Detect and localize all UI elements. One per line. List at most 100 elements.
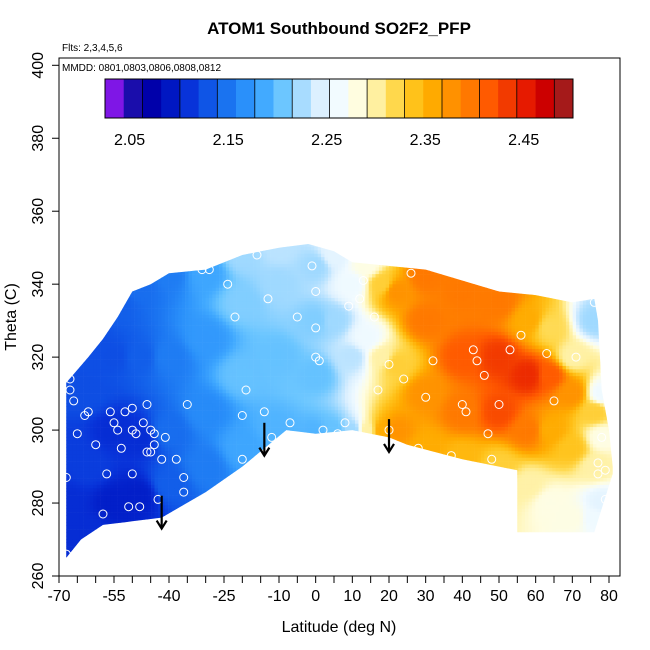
- heatmap-cell: [140, 447, 145, 452]
- heatmap-cell: [205, 244, 210, 248]
- heatmap-cell: [229, 488, 233, 492]
- heatmap-cell: [66, 515, 70, 520]
- heatmap-cell: [130, 308, 135, 312]
- heatmap-cell: [134, 287, 138, 292]
- heatmap-cell: [229, 399, 233, 404]
- heatmap-cell: [86, 359, 91, 363]
- heatmap-cell: [66, 352, 70, 356]
- heatmap-cell: [161, 478, 165, 482]
- heatmap-cell: [157, 280, 162, 285]
- heatmap-cell: [89, 321, 94, 326]
- heatmap-cell: [106, 495, 111, 499]
- heatmap-cell: [106, 525, 111, 530]
- heatmap-cell: [229, 512, 233, 516]
- heatmap-cell: [174, 454, 179, 458]
- heatmap-cell: [212, 314, 216, 319]
- heatmap-cell: [219, 560, 223, 564]
- heatmap-cell: [96, 257, 101, 261]
- heatmap-cell: [212, 495, 216, 499]
- heatmap-cell: [137, 484, 142, 489]
- heatmap-cell: [174, 280, 179, 285]
- heatmap-cell: [212, 464, 216, 469]
- heatmap-cell: [103, 311, 108, 316]
- heatmap-cell: [198, 294, 203, 299]
- heatmap-cell: [202, 471, 206, 475]
- heatmap-cell: [100, 345, 104, 350]
- heatmap-cell: [181, 263, 186, 268]
- heatmap-cell: [232, 464, 237, 469]
- heatmap-cell: [229, 501, 233, 506]
- heatmap-cell: [212, 546, 216, 550]
- heatmap-cell: [198, 471, 203, 475]
- heatmap-cell: [79, 244, 84, 248]
- heatmap-cell: [154, 284, 159, 288]
- heatmap-cell: [171, 515, 176, 520]
- heatmap-cell: [123, 376, 128, 380]
- heatmap-cell: [157, 311, 162, 316]
- heatmap-cell: [121, 240, 125, 244]
- heatmap-cell: [72, 257, 77, 261]
- heatmap-cell: [198, 535, 203, 540]
- heatmap-cell: [212, 355, 216, 360]
- heatmap-cell: [137, 396, 142, 401]
- heatmap-cell: [113, 488, 118, 492]
- heatmap-cell: [113, 498, 118, 503]
- heatmap-cell: [93, 522, 97, 526]
- heatmap-cell: [120, 362, 125, 367]
- heatmap-cell: [69, 345, 74, 350]
- heatmap-cell: [154, 505, 159, 509]
- heatmap-cell: [216, 560, 220, 564]
- heatmap-cell: [178, 304, 182, 309]
- heatmap-cell: [198, 406, 203, 411]
- heatmap-cell: [147, 410, 152, 414]
- heatmap-cell: [137, 318, 142, 322]
- heatmap-cell: [96, 362, 101, 367]
- heatmap-cell: [219, 535, 223, 540]
- heatmap-cell: [232, 546, 237, 550]
- heatmap-cell: [110, 348, 114, 353]
- heatmap-cell: [140, 410, 145, 414]
- heatmap-cell: [72, 328, 77, 333]
- heatmap-cell: [171, 539, 176, 543]
- heatmap-cell: [205, 403, 210, 407]
- heatmap-cell: [127, 372, 131, 377]
- heatmap-cell: [76, 430, 80, 435]
- heatmap-cell: [222, 454, 227, 458]
- heatmap-cell: [168, 410, 172, 414]
- heatmap-cell: [79, 433, 84, 438]
- heatmap-cell: [72, 539, 77, 543]
- heatmap-cell: [134, 437, 138, 441]
- heatmap-cell: [140, 379, 145, 384]
- heatmap-cell: [226, 560, 230, 564]
- heatmap-cell: [164, 464, 169, 469]
- heatmap-cell: [171, 512, 176, 516]
- heatmap-cell: [212, 430, 216, 435]
- heatmap-cell: [79, 522, 84, 526]
- heatmap-cell: [93, 447, 97, 452]
- heatmap-cell: [208, 522, 213, 526]
- heatmap-cell: [140, 328, 145, 333]
- heatmap-cell: [134, 372, 138, 377]
- heatmap-cell: [229, 505, 233, 509]
- heatmap-cell: [212, 457, 216, 462]
- heatmap-cell: [219, 447, 223, 452]
- heatmap-cell: [72, 457, 77, 462]
- heatmap-cell: [202, 321, 206, 326]
- heatmap-cell: [130, 267, 135, 271]
- heatmap-cell: [123, 328, 128, 333]
- heatmap-cell: [215, 294, 220, 299]
- heatmap-cell: [229, 240, 233, 244]
- heatmap-cell: [76, 549, 80, 554]
- heatmap-cell: [127, 478, 131, 482]
- heatmap-cell: [137, 253, 142, 258]
- heatmap-cell: [100, 406, 104, 411]
- heatmap-cell: [93, 365, 97, 370]
- heatmap-cell: [168, 560, 172, 564]
- heatmap-cell: [151, 427, 155, 431]
- heatmap-cell: [66, 260, 67, 265]
- heatmap-cell: [188, 444, 193, 448]
- heatmap-cell: [229, 263, 233, 268]
- heatmap-cell: [144, 505, 148, 509]
- heatmap-cell: [89, 556, 94, 558]
- heatmap-cell: [127, 386, 131, 390]
